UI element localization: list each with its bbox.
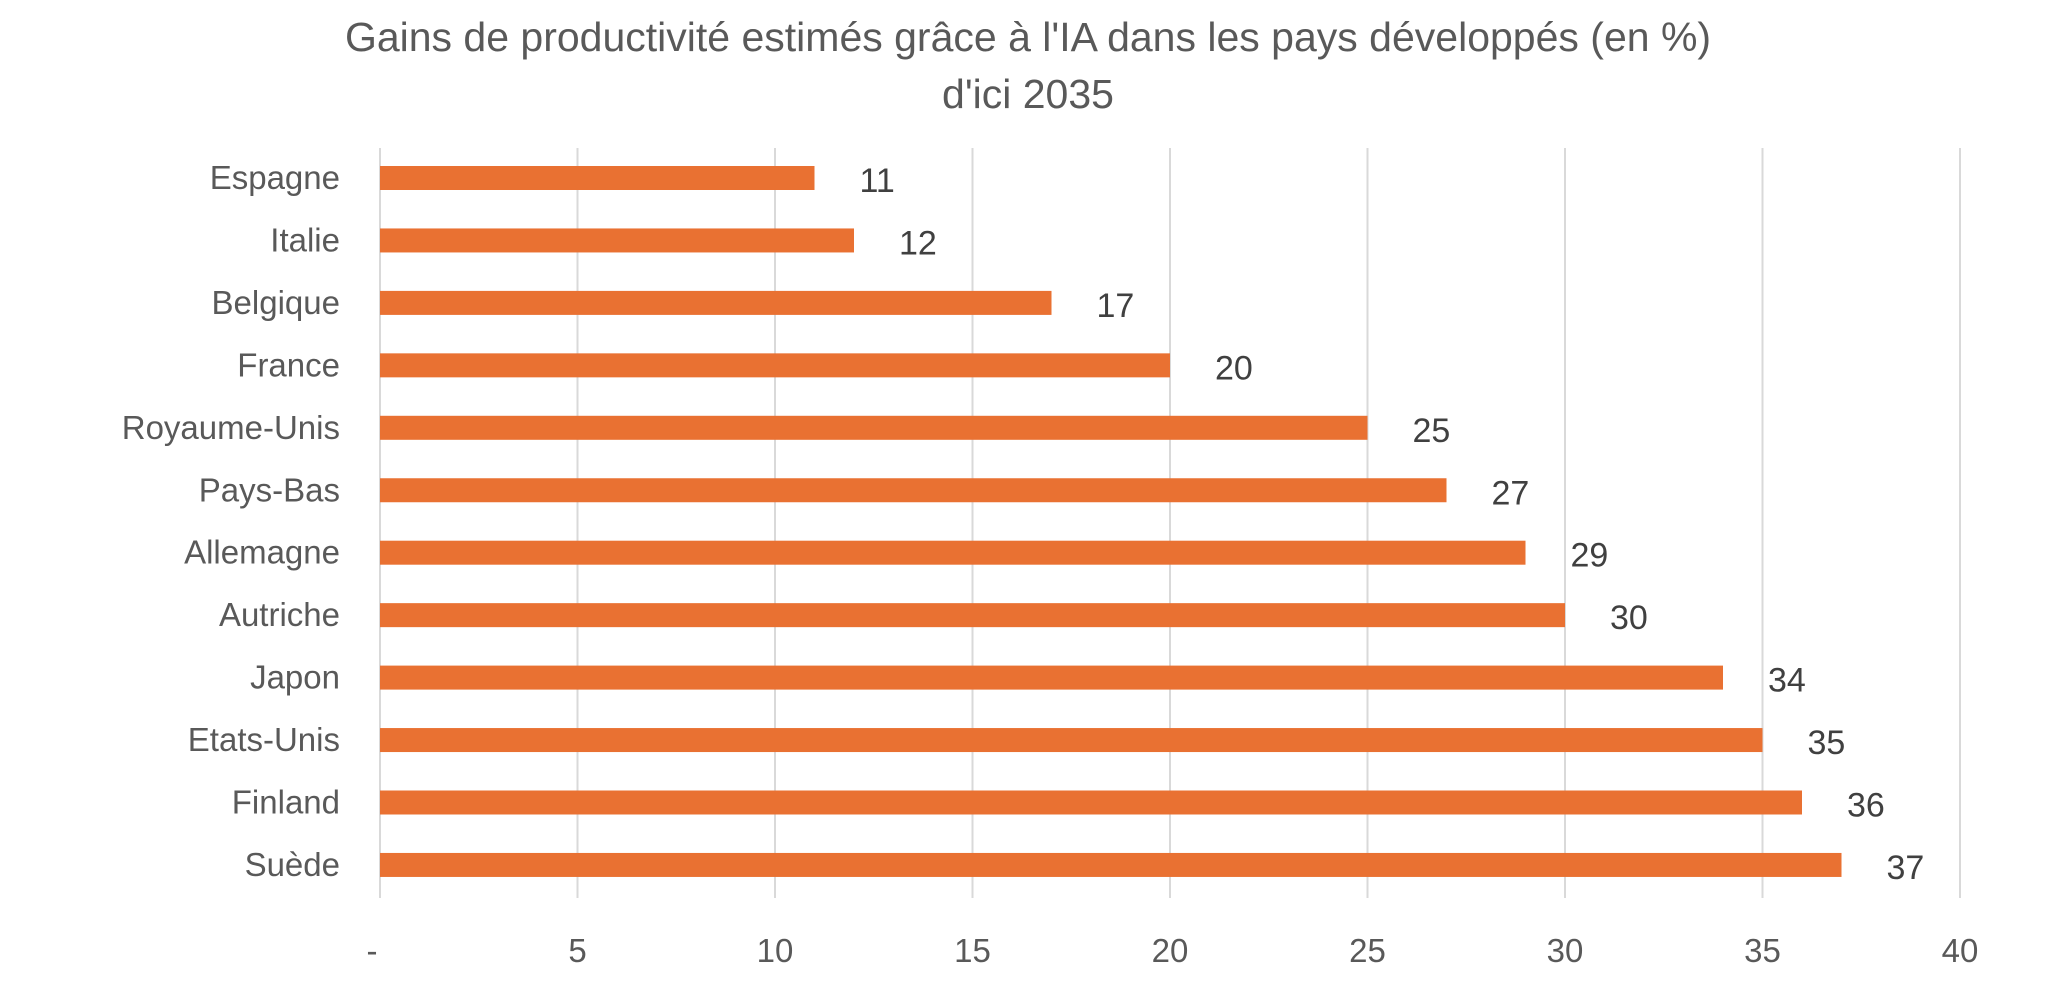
- bar: [380, 415, 1368, 440]
- data-label: 12: [899, 224, 937, 262]
- data-label: 11: [860, 162, 895, 200]
- category-label: Pays-Bas: [199, 471, 340, 508]
- bar: [380, 353, 1170, 378]
- x-tick-label: 20: [1152, 932, 1189, 969]
- x-tick-label: 30: [1547, 932, 1584, 969]
- bar: [380, 228, 854, 253]
- bar: [380, 478, 1447, 503]
- x-tick-label: 35: [1744, 932, 1781, 969]
- category-label: Japon: [250, 659, 340, 696]
- x-tick-label: 40: [1942, 932, 1979, 969]
- category-label: Finland: [232, 784, 340, 821]
- data-label: 25: [1413, 412, 1451, 450]
- bar: [380, 290, 1052, 315]
- bar: [380, 728, 1763, 753]
- category-label: Italie: [270, 221, 340, 258]
- category-label: Allemagne: [184, 534, 340, 571]
- chart-title-line2: d'ici 2035: [942, 71, 1114, 117]
- bar: [380, 166, 815, 190]
- x-tick-label: 15: [954, 932, 991, 969]
- category-label: Royaume-Unis: [122, 409, 340, 446]
- data-label: 27: [1492, 474, 1530, 512]
- category-label: France: [237, 346, 340, 383]
- category-label: Etats-Unis: [188, 721, 340, 758]
- category-label: Suède: [245, 846, 340, 883]
- bar: [380, 852, 1842, 877]
- data-label: 17: [1097, 287, 1135, 325]
- bar: [380, 790, 1802, 815]
- x-tick-label: 25: [1349, 932, 1386, 969]
- x-tick-label: -: [367, 932, 378, 969]
- bar: [380, 540, 1526, 565]
- bar: [380, 603, 1565, 628]
- data-label: 20: [1215, 349, 1253, 387]
- data-label: 29: [1571, 537, 1609, 575]
- bar: [380, 665, 1723, 690]
- chart-title: Gains de productivité estimés grâce à l'…: [344, 14, 1712, 60]
- data-label: 37: [1887, 849, 1925, 887]
- data-label: 36: [1847, 787, 1885, 825]
- category-label: Autriche: [219, 596, 340, 633]
- category-label: Espagne: [210, 159, 340, 196]
- x-tick-label: 5: [568, 932, 586, 969]
- data-label: 30: [1610, 599, 1648, 637]
- data-label: 34: [1768, 662, 1806, 700]
- category-label: Belgique: [212, 284, 340, 321]
- x-tick-label: 10: [757, 932, 794, 969]
- data-label: 35: [1808, 724, 1846, 762]
